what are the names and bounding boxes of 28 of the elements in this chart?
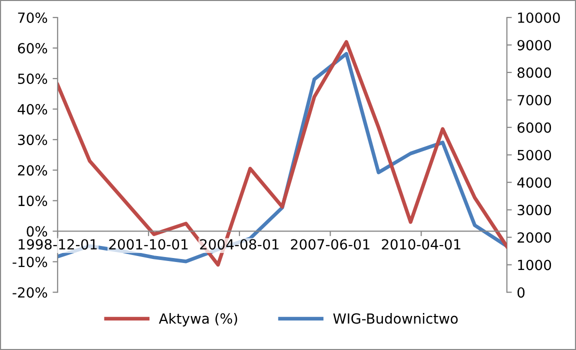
legend-label: WIG-Budownictwo [333,313,458,324]
y2-tick-label: 5000 [518,150,552,160]
x-tick-label: 1998-12-01 [18,239,97,250]
y-tick-label: 70% [18,12,48,23]
y-tick-label: 60% [18,42,48,54]
y-tick-label: -20% [12,287,48,298]
y2-tick-label: 4000 [517,177,552,188]
y-tick-label: 10% [18,196,48,206]
legend-label: Aktywa (%) [158,313,238,326]
y2-tick-label: 0 [518,287,525,298]
y2-tick-label: 10000 [518,12,560,23]
y-tick-label: 0% [26,226,48,237]
y-tick-label: -10% [12,256,48,268]
y2-tick-label: 3000 [518,204,552,216]
x-tick-label: 2001-10-01 [109,239,188,250]
y-tick-label: 40% [18,104,48,115]
y2-tick-label: 9000 [517,40,552,50]
y2-tick-label: 2000 [518,232,552,243]
x-tick-label: 2010-04-01 [382,239,460,250]
x-tick-label: 2007-06-01 [290,239,370,250]
y2-tick-label: 8000 [518,67,552,78]
y2-tick-label: 7000 [518,94,552,106]
x-tick-label: 2004-08-01 [200,239,279,250]
y-tick-label: 50% [18,74,48,84]
y-tick-label: 20% [18,165,48,176]
y2-tick-label: 1000 [518,260,552,270]
y2-tick-label: 6000 [518,122,552,133]
y-tick-label: 30% [18,134,48,146]
